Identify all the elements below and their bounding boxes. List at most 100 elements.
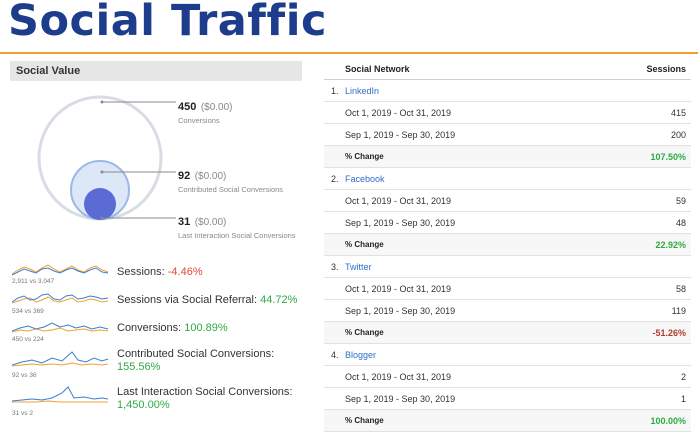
period-cell: Sep 1, 2019 - Sep 30, 2019 xyxy=(345,306,456,316)
metric-money: ($0.00) xyxy=(200,102,233,113)
metric-value: 31 xyxy=(178,216,191,228)
sparkline-caption: 534 vs 369 xyxy=(12,308,44,315)
table-row-network: 2. Facebook xyxy=(324,168,691,190)
column-header-sessions: Sessions xyxy=(646,64,686,74)
sparkline-text: Contributed Social Conversions: 155.56% xyxy=(117,348,274,374)
change-value: 100.00% xyxy=(650,416,686,426)
sparkline-chart xyxy=(12,322,109,333)
sparkline-change: 155.56% xyxy=(117,361,161,373)
sparkline-change: -4.46% xyxy=(167,266,203,278)
metric-label: Last Interaction Social Conversions xyxy=(178,231,296,240)
table-row: Sep 1, 2019 - Sep 30, 2019 119 xyxy=(324,300,691,322)
sparkline-label: Contributed Social Conversions: xyxy=(117,348,275,360)
network-link-twitter[interactable]: Twitter xyxy=(345,262,372,272)
row-number: 1. xyxy=(331,86,339,96)
conversions-metric: 450 ($0.00) Conversions xyxy=(178,97,233,125)
sparkline-caption: 92 vs 36 xyxy=(12,372,37,379)
table-row-network: 4. Blogger xyxy=(324,344,691,366)
social-value-venn-diagram xyxy=(37,95,176,221)
sparkline-label: Sessions via Social Referral: xyxy=(117,294,258,306)
sparkline-caption: 2,911 vs 3,047 xyxy=(12,278,55,285)
table-row-network: 3. Twitter xyxy=(324,256,691,278)
sparkline-chart xyxy=(12,386,109,403)
sparkline-chart xyxy=(12,264,109,276)
metric-value: 450 xyxy=(178,101,197,113)
sparkline-change: 1,450.00% xyxy=(117,399,170,411)
table-row-change: % Change -51.26% xyxy=(324,322,691,344)
period-cell: Oct 1, 2019 - Oct 31, 2019 xyxy=(345,284,452,294)
metric-money: ($0.00) xyxy=(194,217,227,228)
sessions-cell: 59 xyxy=(675,196,686,206)
period-cell: Sep 1, 2019 - Sep 30, 2019 xyxy=(345,218,456,228)
last-interaction-conversions-metric: 31 ($0.00) Last Interaction Social Conve… xyxy=(178,212,296,240)
change-label: % Change xyxy=(345,240,384,249)
change-label: % Change xyxy=(345,328,384,337)
table-row: Oct 1, 2019 - Oct 31, 2019 415 xyxy=(324,102,691,124)
sparkline-row-last-interaction: 31 vs 2 Last Interaction Social Conversi… xyxy=(12,384,302,417)
page-title: Social Traffic xyxy=(8,0,327,46)
sparkline-row-sessions: 2,911 vs 3,047 Sessions: -4.46% xyxy=(12,260,302,290)
network-link-blogger[interactable]: Blogger xyxy=(345,350,377,360)
table-row: Oct 1, 2019 - Oct 31, 2019 58 xyxy=(324,278,691,300)
social-value-header: Social Value xyxy=(10,61,302,81)
sparkline-row-conversions: 450 vs 224 Conversions: 100.89% xyxy=(12,318,302,348)
sparkline-label: Conversions: xyxy=(117,322,182,334)
table-row: Oct 1, 2019 - Oct 31, 2019 59 xyxy=(324,190,691,212)
sparkline-label: Sessions: xyxy=(117,266,165,278)
sessions-cell: 415 xyxy=(670,108,686,118)
sparkline-text: Conversions: 100.89% xyxy=(117,322,228,335)
social-value-title: Social Value xyxy=(16,65,81,77)
sessions-cell: 58 xyxy=(675,284,686,294)
sessions-cell: 1 xyxy=(680,394,686,404)
table-row: Sep 1, 2019 - Sep 30, 2019 200 xyxy=(324,124,691,146)
sessions-cell: 2 xyxy=(680,372,686,382)
sparkline-chart xyxy=(12,293,109,304)
metric-label: Contributed Social Conversions xyxy=(178,185,284,194)
contributed-conversions-metric: 92 ($0.00) Contributed Social Conversion… xyxy=(178,166,283,194)
metric-value: 92 xyxy=(178,170,191,182)
period-cell: Oct 1, 2019 - Oct 31, 2019 xyxy=(345,108,452,118)
sparkline-label: Last Interaction Social Conversions: xyxy=(117,386,293,398)
period-cell: Sep 1, 2019 - Sep 30, 2019 xyxy=(345,130,456,140)
change-label: % Change xyxy=(345,416,384,425)
metric-label: Conversions xyxy=(178,116,220,125)
period-cell: Oct 1, 2019 - Oct 31, 2019 xyxy=(345,196,452,206)
table-row-change: % Change 22.92% xyxy=(324,234,691,256)
table-row: Sep 1, 2019 - Sep 30, 2019 1 xyxy=(324,388,691,410)
sparkline-caption: 31 vs 2 xyxy=(12,410,33,417)
change-value: -51.26% xyxy=(652,328,686,338)
table-row-change: % Change 107.50% xyxy=(324,146,691,168)
period-cell: Sep 1, 2019 - Sep 30, 2019 xyxy=(345,394,456,404)
sparkline-text: Sessions: -4.46% xyxy=(117,266,203,279)
change-label: % Change xyxy=(345,152,384,161)
change-value: 22.92% xyxy=(655,240,686,250)
table-header-row: Social Network Sessions xyxy=(324,56,691,80)
sparkline-caption: 450 vs 224 xyxy=(12,336,44,343)
period-cell: Oct 1, 2019 - Oct 31, 2019 xyxy=(345,372,452,382)
metric-money: ($0.00) xyxy=(194,171,227,182)
sparkline-row-social-referral: 534 vs 369 Sessions via Social Referral:… xyxy=(12,290,302,320)
sparkline-text: Sessions via Social Referral: 44.72% xyxy=(117,294,297,307)
table-row-network: 1. LinkedIn xyxy=(324,80,691,102)
sparkline-change: 100.89% xyxy=(184,322,228,334)
sparkline-row-contributed: 92 vs 36 Contributed Social Conversions:… xyxy=(12,346,302,379)
social-network-table: Social Network Sessions 1. LinkedIn Oct … xyxy=(324,56,691,432)
sessions-cell: 48 xyxy=(675,218,686,228)
column-header-social-network: Social Network xyxy=(345,64,410,74)
row-number: 3. xyxy=(331,262,339,272)
table-row: Sep 1, 2019 - Sep 30, 2019 48 xyxy=(324,212,691,234)
network-link-facebook[interactable]: Facebook xyxy=(345,174,385,184)
sparkline-chart xyxy=(12,351,109,367)
sessions-cell: 200 xyxy=(670,130,686,140)
sessions-cell: 119 xyxy=(671,306,686,316)
sparkline-change: 44.72% xyxy=(260,294,298,306)
table-row-change: % Change 100.00% xyxy=(324,410,691,432)
change-value: 107.50% xyxy=(650,152,686,162)
network-link-linkedin[interactable]: LinkedIn xyxy=(345,86,380,96)
table-row: Oct 1, 2019 - Oct 31, 2019 2 xyxy=(324,366,691,388)
row-number: 2. xyxy=(331,174,339,184)
title-divider xyxy=(0,52,698,54)
last-interaction-conversions-circle xyxy=(84,188,116,220)
row-number: 4. xyxy=(331,350,339,360)
sparkline-text: Last Interaction Social Conversions: 1,4… xyxy=(117,386,292,412)
